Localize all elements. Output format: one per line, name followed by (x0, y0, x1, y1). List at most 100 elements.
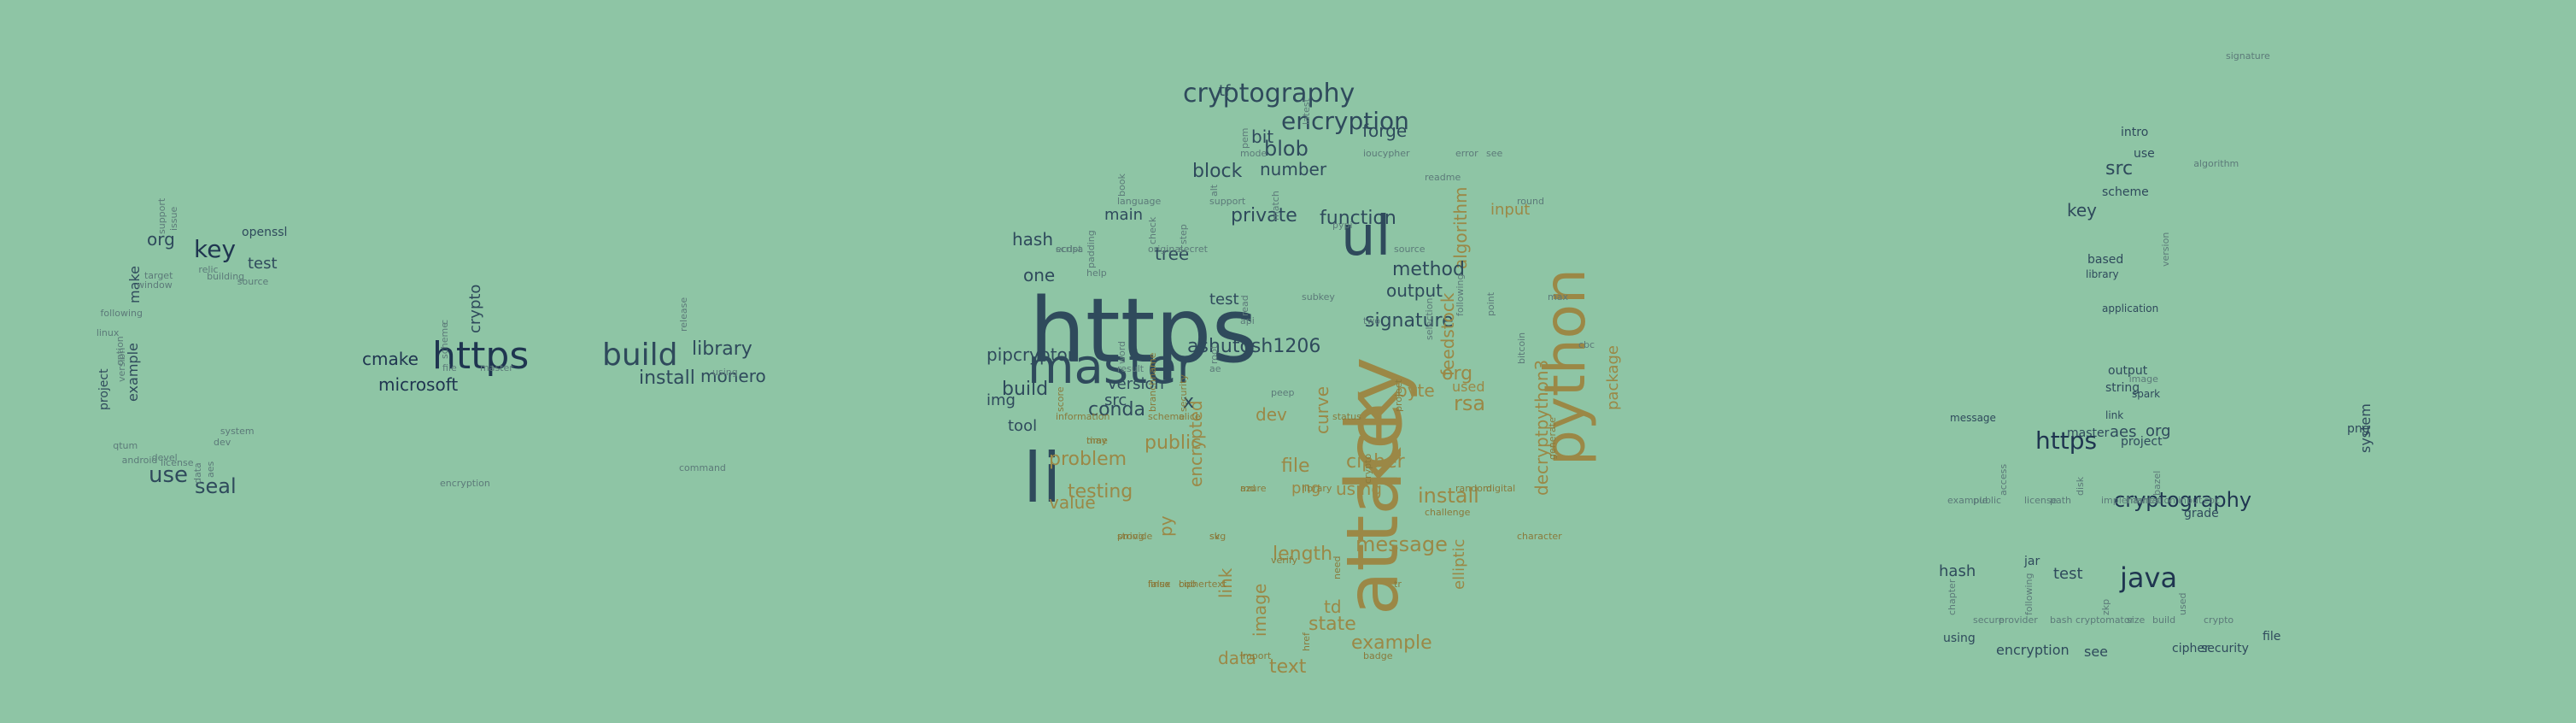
word-following: following (1455, 273, 1466, 316)
word-license: license (2024, 495, 2058, 506)
word-link: link (2105, 409, 2124, 421)
word-option: option (114, 336, 126, 367)
word-intro: intro (2121, 126, 2149, 139)
word-aes: aes (204, 461, 216, 479)
word-function: function (1320, 208, 1396, 229)
word-tree: tree (1155, 244, 1190, 264)
word-example: example (1351, 632, 1432, 654)
word-openssl: openssl (242, 226, 288, 239)
word-license: license (161, 457, 194, 469)
word-root: root (1209, 344, 1220, 364)
word-md: md (1240, 483, 1256, 494)
word-pypi: pypi (1332, 220, 1353, 231)
word-devel: devel (151, 452, 178, 464)
word-spark: spark (2132, 388, 2161, 400)
word-build: build (602, 338, 678, 373)
word-install: install (1418, 484, 1479, 508)
word-window: window (137, 279, 173, 291)
word-java: java (2120, 561, 2178, 594)
word-byte: byte (1396, 380, 1435, 401)
word-cipher: cipher (1346, 451, 1405, 473)
word-algorithm: algorithm (2193, 158, 2239, 169)
word-number: number (1260, 159, 1327, 179)
word-following: following (100, 308, 143, 320)
word-message: message (1950, 412, 1996, 424)
word-seal: seal (195, 474, 237, 498)
word-provide: provide (1117, 531, 1153, 542)
word-may: may (1086, 435, 1107, 446)
word-library: library (692, 338, 752, 360)
word-error: error (1455, 148, 1478, 159)
word-output: output (2108, 364, 2148, 378)
word-ciphertext: ciphertext (1179, 579, 1227, 590)
word-aes: aes (2110, 423, 2137, 441)
word-version: version (2160, 232, 2172, 267)
word-point: point (1485, 291, 1496, 316)
word-public: public (1973, 495, 2002, 506)
word-use: use (149, 462, 189, 488)
word-branchname: branchname (1147, 352, 1158, 412)
word-ecdsa: ecdsa (1056, 244, 1084, 255)
word-value: value (1049, 492, 1096, 513)
word-one: one (1023, 265, 1056, 285)
word-bitcoin: bitcoin (1516, 332, 1527, 364)
word-test: test (2053, 565, 2083, 583)
word-test: test (248, 255, 278, 273)
word-release: release (678, 297, 689, 332)
word-project: project (97, 368, 111, 410)
word-using: using (1943, 632, 1976, 645)
word-result: result (1117, 363, 1145, 374)
word-data: data (1218, 648, 1257, 668)
word-src: src (2105, 158, 2134, 179)
word-input: input (1490, 201, 1531, 219)
word-png: png (2347, 422, 2370, 436)
word-issue: issue (168, 207, 180, 232)
word-file: file (1281, 456, 1310, 477)
word-mode: mode (1240, 148, 1268, 159)
word-cbc: cbc (1578, 339, 1595, 350)
word-book: book (1116, 173, 1127, 197)
word-forge: forge (1362, 120, 1408, 141)
word-readme: readme (1425, 172, 1461, 183)
word-status: status (1332, 411, 1361, 422)
word-qtum: qtum (113, 440, 138, 452)
word-image: image (2128, 373, 2158, 385)
word-org: org (2146, 422, 2171, 440)
word-encryption: encryption (1996, 642, 2070, 658)
word-verify: verify (1271, 555, 1298, 566)
word-string: string (2105, 381, 2140, 395)
word-score: score (1055, 386, 1066, 412)
word-word: word (1116, 340, 1127, 364)
word-bash: bash (2050, 614, 2073, 626)
word-curve: curve (1312, 385, 1332, 434)
word-bit: bit (1251, 126, 1274, 147)
word-encryption: encryption (440, 478, 490, 489)
word-cipher: cipher (2172, 642, 2210, 655)
word-org: org (147, 229, 175, 250)
word-selection: selection (1424, 297, 1435, 340)
word-state: state (1308, 614, 1356, 635)
word-hashes: hashes (2127, 495, 2160, 506)
word-azure: azure (1240, 483, 1267, 494)
word-project: project (2121, 435, 2163, 449)
word-crypto: crypto (2204, 614, 2234, 626)
word-package: package (1604, 345, 1622, 410)
word-access: access (1998, 463, 2009, 496)
word-crypto: crypto (466, 284, 484, 333)
word-c: c (439, 319, 450, 325)
word-main: main (1104, 206, 1143, 224)
word-zkp: zkp (2100, 598, 2111, 615)
word-conda: conda (1088, 399, 1145, 420)
word-tool: tool (1008, 417, 1038, 435)
word-step: step (1178, 224, 1189, 244)
word-size: size (2127, 614, 2146, 626)
word-master: master (1027, 339, 1197, 395)
word-method: method (1392, 259, 1465, 280)
word-character: character (1517, 531, 1562, 542)
word-message: message (1355, 532, 1448, 556)
word-org: org (1442, 363, 1473, 385)
word-language: language (1117, 196, 1162, 207)
word-src: src (1104, 391, 1127, 409)
word-using: using (1336, 479, 1383, 499)
word-secret: secret (1179, 244, 1208, 255)
